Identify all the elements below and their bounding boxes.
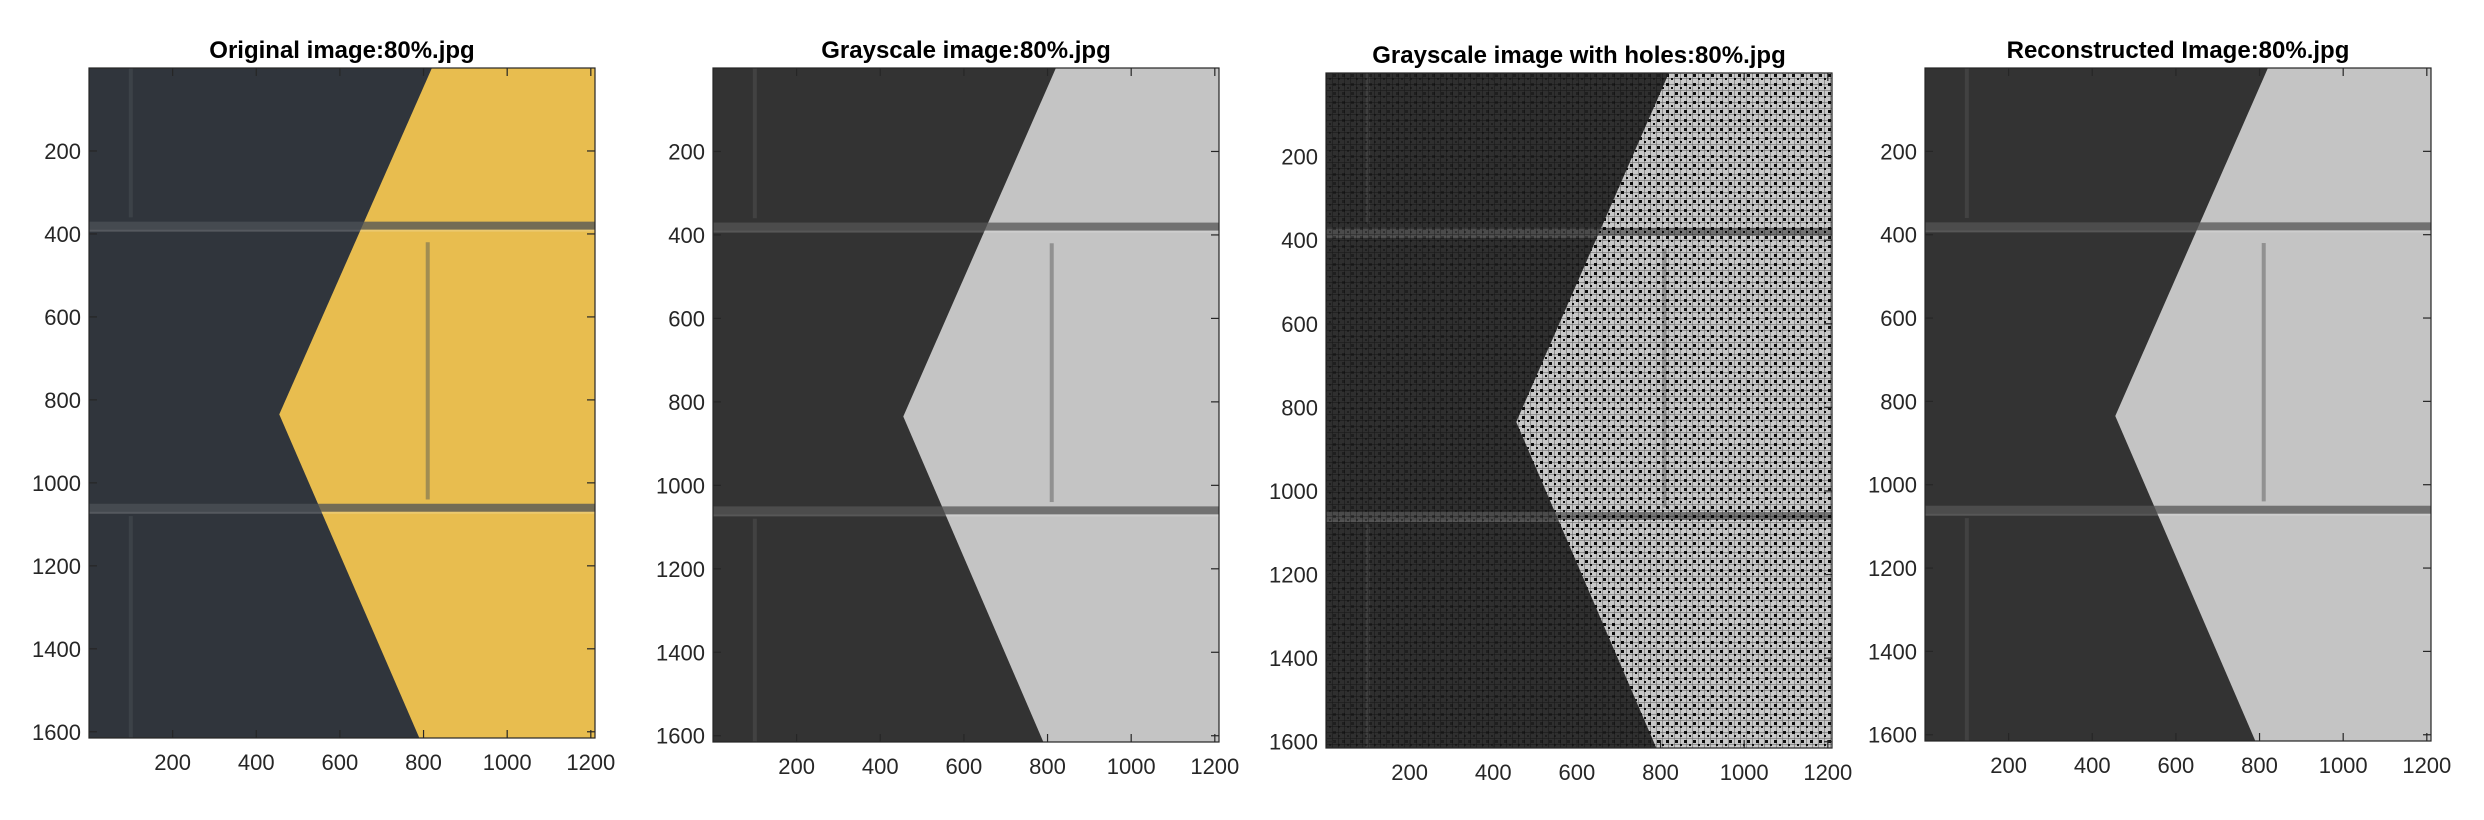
x-tick-label: 1000 <box>2319 753 2368 778</box>
y-tick-label: 1200 <box>1269 563 1318 588</box>
y-tick-label: 1000 <box>32 471 81 496</box>
y-tick-label: 800 <box>1880 389 1917 414</box>
chevron-region <box>2115 68 2431 741</box>
x-tick-label: 1200 <box>1190 754 1239 779</box>
y-tick-label: 200 <box>44 139 81 164</box>
y-tick-label: 600 <box>44 305 81 330</box>
image-holes <box>1326 73 1832 748</box>
x-tick-label: 200 <box>1391 760 1428 785</box>
panel-grayscale: Grayscale image:80%.jpg 200 400 600 800 1000 1… <box>656 37 1239 779</box>
y-tick-label: 1200 <box>656 557 705 582</box>
chevron-region <box>279 68 595 738</box>
y-tick-label: 1400 <box>656 640 705 665</box>
x-tick-label: 600 <box>2158 753 2195 778</box>
x-tick-label: 800 <box>405 750 442 775</box>
y-tick-label: 400 <box>1880 223 1917 248</box>
x-tick-label: 800 <box>1642 760 1679 785</box>
image-grayscale <box>713 68 1219 742</box>
x-tick-label: 200 <box>778 754 815 779</box>
x-tick-label: 600 <box>1559 760 1596 785</box>
panel-reconstructed: Reconstructed Image:80%.jpg 200 400 600 800 1… <box>1868 37 2451 778</box>
x-tick-label: 1200 <box>566 750 615 775</box>
panel-holes: Grayscale image with holes:80%.jpg 200 400… <box>1269 42 1852 785</box>
y-tick-label: 1600 <box>1269 730 1318 755</box>
image-reconstructed <box>1925 68 2431 741</box>
x-tick-label: 1200 <box>2402 753 2451 778</box>
y-tick-label: 1600 <box>1868 723 1917 748</box>
x-tick-label: 800 <box>1029 754 1066 779</box>
panel-title: Grayscale image:80%.jpg <box>821 37 1110 64</box>
y-tick-label: 400 <box>1281 228 1318 253</box>
y-tick-label: 1400 <box>1269 646 1318 671</box>
x-tick-label: 400 <box>238 750 275 775</box>
x-tick-label: 1000 <box>1107 754 1156 779</box>
panel-original: Original image:80%.jpg 200 400 600 800 1000 12… <box>32 37 615 775</box>
x-tick-label: 600 <box>322 750 359 775</box>
y-tick-label: 400 <box>44 222 81 247</box>
x-tick-label: 200 <box>1990 753 2027 778</box>
chevron-region <box>903 68 1219 742</box>
image-original <box>89 68 595 738</box>
axes-frame <box>712 67 1220 743</box>
x-tick-label: 600 <box>946 754 983 779</box>
panel-title: Grayscale image with holes:80%.jpg <box>1372 42 1785 69</box>
y-tick-label: 200 <box>1880 139 1917 164</box>
y-tick-label: 1000 <box>656 473 705 498</box>
y-tick-label: 600 <box>1281 312 1318 337</box>
y-tick-label: 800 <box>1281 395 1318 420</box>
y-tick-label: 1000 <box>1269 479 1318 504</box>
x-tick-label: 1000 <box>1720 760 1769 785</box>
y-tick-label: 600 <box>668 306 705 331</box>
y-tick-label: 200 <box>1281 145 1318 170</box>
y-tick-label: 1200 <box>1868 556 1917 581</box>
y-tick-label: 1400 <box>32 637 81 662</box>
x-tick-label: 400 <box>862 754 899 779</box>
y-tick-label: 200 <box>668 139 705 164</box>
y-tick-label: 1600 <box>656 724 705 749</box>
x-tick-label: 400 <box>2074 753 2111 778</box>
y-tick-label: 800 <box>44 388 81 413</box>
x-tick-label: 400 <box>1475 760 1512 785</box>
x-tick-label: 1000 <box>483 750 532 775</box>
x-tick-label: 800 <box>2241 753 2278 778</box>
y-tick-label: 1000 <box>1868 473 1917 498</box>
y-tick-label: 600 <box>1880 306 1917 331</box>
panel-title: Original image:80%.jpg <box>209 37 474 64</box>
y-tick-label: 1200 <box>32 554 81 579</box>
y-tick-label: 800 <box>668 390 705 415</box>
axes-frame <box>88 67 596 739</box>
axes-frame <box>1325 72 1833 749</box>
panel-title: Reconstructed Image:80%.jpg <box>2007 37 2350 64</box>
y-tick-label: 400 <box>668 223 705 248</box>
x-tick-label: 200 <box>154 750 191 775</box>
y-tick-label: 1400 <box>1868 639 1917 664</box>
x-tick-label: 1200 <box>1803 760 1852 785</box>
axes-frame <box>1924 67 2432 742</box>
y-tick-label: 1600 <box>32 720 81 745</box>
